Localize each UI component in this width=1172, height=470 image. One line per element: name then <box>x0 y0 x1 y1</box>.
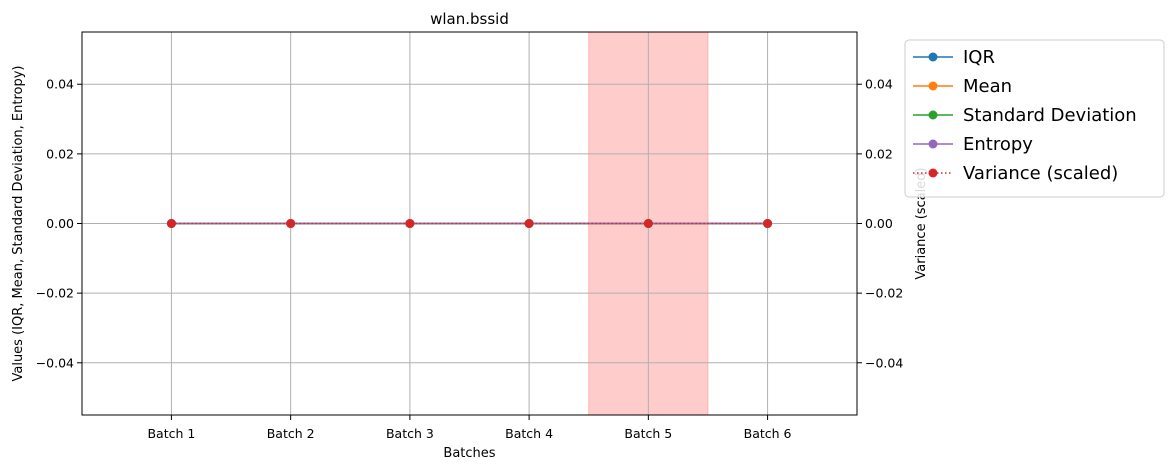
tick-layer: Batch 1 Batch 2 Batch 3 Batch 4 Batch 5 Batch… <box>36 77 904 441</box>
y-tick-label: 0.02 <box>46 146 74 161</box>
x-tick-label: Batch 6 <box>744 426 792 441</box>
y-tick-label: −0.02 <box>36 286 74 301</box>
y2-tick-label: −0.04 <box>865 355 903 370</box>
legend-swatch-marker-1 <box>928 81 938 91</box>
y-tick-label: 0.00 <box>46 216 74 231</box>
series-layer <box>166 219 773 228</box>
x-axis-label: Batches <box>443 446 495 461</box>
legend-box <box>904 39 1165 198</box>
legend-label-0: IQR <box>963 47 995 68</box>
series-point-4 <box>166 219 176 228</box>
chart-title: wlan.bssid <box>430 10 509 28</box>
legend-label-1: Mean <box>963 76 1012 97</box>
legend: IQR Mean Standard Deviation Entropy Variance… <box>904 39 1165 198</box>
y-tick-label: 0.04 <box>46 77 74 92</box>
legend-swatch-marker-4 <box>928 168 938 178</box>
x-tick-label: Batch 5 <box>624 426 672 441</box>
series-point-4 <box>524 219 534 228</box>
x-tick-label: Batch 1 <box>147 426 195 441</box>
y-axis-label: Values (IQR, Mean, Standard Deviation, E… <box>11 65 26 381</box>
series-point-4 <box>643 219 653 228</box>
y-tick-label: −0.04 <box>36 355 74 370</box>
series-point-4 <box>286 219 296 228</box>
legend-label-4: Variance (scaled) <box>963 163 1118 184</box>
x-tick-label: Batch 3 <box>386 426 434 441</box>
y2-tick-label: −0.02 <box>865 286 903 301</box>
x-tick-label: Batch 4 <box>505 426 553 441</box>
series-point-4 <box>763 219 773 228</box>
legend-label-3: Entropy <box>963 134 1033 155</box>
y2-tick-label: 0.02 <box>865 146 893 161</box>
legend-label-2: Standard Deviation <box>963 105 1137 126</box>
y2-tick-label: 0.04 <box>865 77 893 92</box>
y2-tick-label: 0.00 <box>865 216 893 231</box>
legend-swatch-marker-2 <box>928 110 938 120</box>
legend-swatch-marker-0 <box>928 52 938 62</box>
legend-swatch-marker-3 <box>928 139 938 149</box>
series-point-4 <box>405 219 415 228</box>
x-tick-label: Batch 2 <box>267 426 315 441</box>
